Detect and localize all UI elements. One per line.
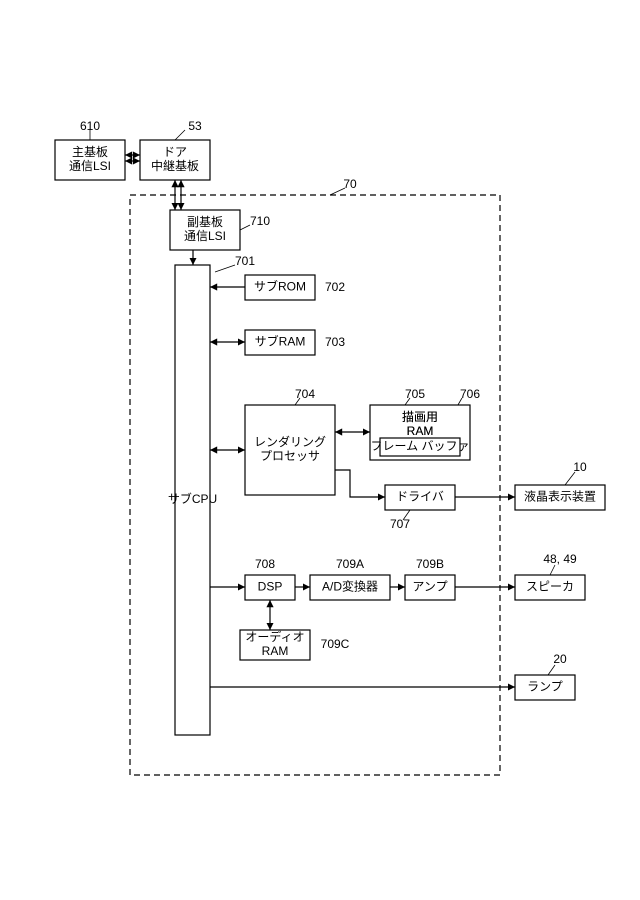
node-subboard-label1: 副基板 (187, 215, 223, 229)
ref-709A: 709A (336, 557, 364, 571)
node-mainboard-label2: 通信LSI (69, 159, 111, 173)
block-diagram: 70主基板通信LSI610ドア中継基板53副基板通信LSI710サブCPU701… (0, 0, 640, 900)
ref-53: 53 (188, 119, 202, 133)
ref-48, 49: 48, 49 (543, 552, 577, 566)
ref-610: 610 (80, 119, 100, 133)
node-rendering-label2: プロセッサ (260, 449, 320, 463)
node-framebuf-label: フレーム バッファ (371, 439, 470, 453)
node-dsp-label: DSP (258, 580, 283, 594)
ref-10: 10 (573, 460, 587, 474)
ref-701: 701 (235, 254, 255, 268)
node-doorrelay-label2: 中継基板 (151, 158, 199, 173)
node-subcpu-label: サブCPU (168, 491, 217, 506)
drawram-caption2: RAM (407, 424, 434, 438)
node-driver-label: ドライバ (396, 490, 444, 504)
ref-703: 703 (325, 335, 345, 349)
node-rendering-label1: レンダリング (254, 434, 326, 449)
node-lcd-label: 液晶表示装置 (524, 489, 596, 504)
node-audioram-label1: オーディオ (245, 629, 304, 644)
ref-710: 710 (250, 214, 270, 228)
ref-708: 708 (255, 557, 275, 571)
node-lamp-label: ランプ (527, 680, 563, 694)
ref-20: 20 (553, 652, 567, 666)
ref-709B: 709B (416, 557, 444, 571)
node-subrom-label: サブROM (254, 279, 306, 294)
ref-704: 704 (295, 387, 315, 401)
ref-70: 70 (343, 177, 357, 191)
ref-709C: 709C (321, 637, 350, 651)
ref-705: 705 (405, 387, 425, 401)
node-adconv-label: A/D変換器 (322, 579, 378, 594)
node-audioram-label2: RAM (262, 644, 289, 658)
node-doorrelay-label1: ドア (163, 145, 187, 159)
ref-702: 702 (325, 280, 345, 294)
ref-706: 706 (460, 387, 480, 401)
node-speaker-label: スピーカ (526, 580, 574, 594)
node-subboard-label2: 通信LSI (184, 229, 226, 243)
node-amp-label: アンプ (412, 580, 447, 594)
node-mainboard-label1: 主基板 (72, 145, 108, 159)
drawram-caption1: 描画用 (402, 410, 438, 424)
node-subram-label: サブRAM (255, 334, 306, 349)
ref-707: 707 (390, 517, 410, 531)
